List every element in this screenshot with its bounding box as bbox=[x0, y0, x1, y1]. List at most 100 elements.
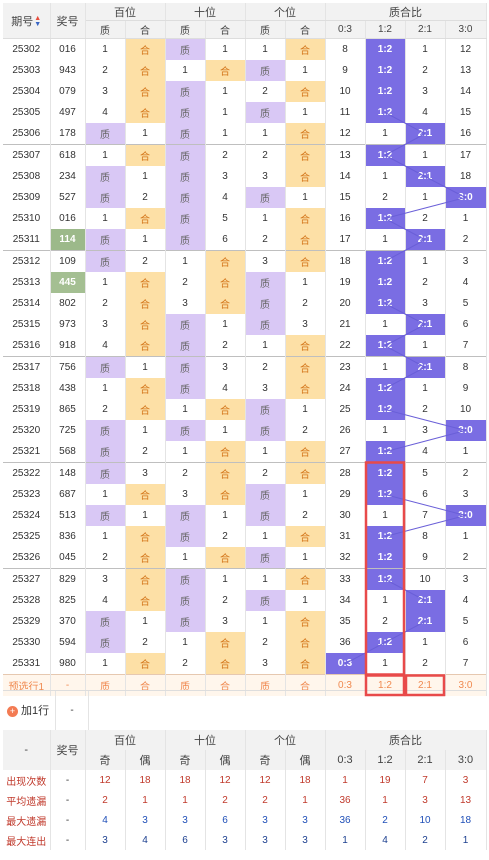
issue-header[interactable]: 期号 ▲ ▼ bbox=[3, 3, 51, 39]
ratio-0-3-header: 0:3 bbox=[325, 20, 366, 39]
ratio-1-2-cell: 1 bbox=[365, 314, 406, 335]
hundreds-he-cell: 合 bbox=[125, 60, 166, 81]
ratio-2-1-cell: 2:1 bbox=[405, 314, 446, 335]
issue-cell: 25307 bbox=[3, 144, 51, 166]
ratio-header: 质合比 bbox=[325, 3, 487, 21]
tens-zhi-cell: 质 bbox=[165, 356, 206, 378]
plus-circle-icon[interactable]: + bbox=[7, 705, 18, 717]
ratio-3-0-cell: 15 bbox=[445, 102, 487, 123]
stats-ratio-3-0-header: 3:0 bbox=[445, 750, 487, 770]
issue-cell: 25310 bbox=[3, 208, 51, 229]
hundreds-zhi-cell: 质 bbox=[85, 166, 126, 187]
ratio-1-2-cell: 1:2 bbox=[365, 568, 406, 590]
units-zhi-cell: 质 bbox=[245, 60, 286, 81]
hundreds-he-cell: 合 bbox=[125, 144, 166, 166]
units-he-cell: 合 bbox=[285, 229, 326, 251]
issue-cell: 25327 bbox=[3, 568, 51, 590]
ratio-2-1-cell: 9 bbox=[405, 547, 446, 569]
tens-he-cell: 1 bbox=[205, 314, 246, 335]
tens-he-cell: 5 bbox=[205, 208, 246, 229]
stats-ratio-2-1-header: 2:1 bbox=[405, 750, 446, 770]
units-zhi-cell: 质 bbox=[245, 420, 286, 441]
stats-value-cell: 3 bbox=[165, 810, 206, 830]
stats-odd-header: 奇 bbox=[245, 750, 286, 770]
prize-cell: 836 bbox=[50, 526, 86, 547]
units-zhi-cell: 质 bbox=[245, 102, 286, 123]
hundreds-zhi-cell: 3 bbox=[85, 568, 126, 590]
hundreds-he-cell: 1 bbox=[125, 229, 166, 251]
stats-prize-cell: - bbox=[50, 790, 86, 810]
tens-he-cell: 合 bbox=[205, 547, 246, 569]
hundreds-he-cell: 1 bbox=[125, 123, 166, 145]
issue-header-label: 期号 bbox=[11, 15, 34, 28]
tens-zhi-cell: 3 bbox=[165, 293, 206, 314]
hundreds-zhi-cell: 2 bbox=[85, 60, 126, 81]
tens-he-cell: 2 bbox=[205, 335, 246, 357]
tens-he-cell: 2 bbox=[205, 526, 246, 547]
units-zhi-cell: 3 bbox=[245, 250, 286, 272]
hundreds-he-cell: 合 bbox=[125, 568, 166, 590]
hundreds-he-cell: 2 bbox=[125, 441, 166, 463]
tens-zhi-cell: 1 bbox=[165, 632, 206, 653]
issue-cell: 25319 bbox=[3, 399, 51, 420]
prize-cell: 148 bbox=[50, 462, 86, 484]
tens-he-header: 合 bbox=[205, 20, 246, 39]
tens-he-cell: 合 bbox=[205, 632, 246, 653]
stats-value-cell: 4 bbox=[365, 830, 406, 850]
ratio-0-3-cell: 14 bbox=[325, 166, 366, 187]
hundreds-header: 百位 bbox=[85, 3, 166, 21]
hundreds-zhi-cell: 质 bbox=[85, 356, 126, 378]
hundreds-he-cell: 2 bbox=[125, 632, 166, 653]
ratio-1-2-cell: 1:2 bbox=[365, 81, 406, 102]
add-row-bar: + 加1行 - bbox=[3, 690, 486, 732]
prize-cell: 045 bbox=[50, 547, 86, 569]
tens-he-cell: 1 bbox=[205, 420, 246, 441]
tens-he-cell: 1 bbox=[205, 102, 246, 123]
stats-value-cell: 18 bbox=[445, 810, 487, 830]
units-zhi-cell: 1 bbox=[245, 441, 286, 463]
ratio-1-2-cell: 1 bbox=[365, 653, 406, 675]
hundreds-he-cell: 合 bbox=[125, 293, 166, 314]
stats-value-cell: 1 bbox=[165, 790, 206, 810]
stats-value-cell: 2 bbox=[205, 790, 246, 810]
table-row: 25306 178 质 1 质 1 1 合 12 1 2:1 16 bbox=[3, 123, 487, 145]
tens-he-cell: 6 bbox=[205, 229, 246, 251]
ratio-2-1-cell: 2:1 bbox=[405, 356, 446, 378]
stats-row: 出现次数 -12 18 18 12 12 18 1 19 7 3 bbox=[3, 770, 487, 790]
table-row: 25329 370 质 1 质 3 1 合 35 2 2:1 5 bbox=[3, 611, 487, 632]
ratio-3-0-cell: 5 bbox=[445, 611, 487, 632]
units-he-cell: 2 bbox=[285, 505, 326, 526]
sort-arrows-icon[interactable]: ▲ ▼ bbox=[34, 14, 42, 28]
table-row: 25328 825 4 合质 2 质 1 34 1 2:1 4 bbox=[3, 590, 487, 611]
units-he-cell: 1 bbox=[285, 547, 326, 569]
tens-zhi-cell: 质 bbox=[165, 102, 206, 123]
issue-cell: 25316 bbox=[3, 335, 51, 357]
units-he-cell: 1 bbox=[285, 484, 326, 505]
table-row: 25324 513 质 1 质 1 质 2 30 1 7 3:0 bbox=[3, 505, 487, 526]
issue-cell: 25324 bbox=[3, 505, 51, 526]
prize-cell: 016 bbox=[50, 38, 86, 60]
ratio-0-3-cell: 22 bbox=[325, 335, 366, 357]
issue-cell: 25328 bbox=[3, 590, 51, 611]
tens-zhi-cell: 1 bbox=[165, 60, 206, 81]
hundreds-zhi-cell: 2 bbox=[85, 547, 126, 569]
stats-value-cell: 2 bbox=[405, 830, 446, 850]
units-he-cell: 合 bbox=[285, 250, 326, 272]
prize-cell: 865 bbox=[50, 399, 86, 420]
units-zhi-cell: 质 bbox=[245, 484, 286, 505]
stats-value-cell: 1 bbox=[325, 830, 366, 850]
tens-he-cell: 2 bbox=[205, 590, 246, 611]
add-row-button[interactable]: + 加1行 bbox=[3, 691, 56, 731]
tens-he-cell: 1 bbox=[205, 123, 246, 145]
tens-zhi-cell: 质 bbox=[165, 420, 206, 441]
tens-zhi-cell: 2 bbox=[165, 653, 206, 675]
prize-header: 奖号 bbox=[50, 3, 86, 39]
table-row: 25327 829 3 合质 1 1 合 33 1:2 10 3 bbox=[3, 568, 487, 590]
hundreds-zhi-cell: 4 bbox=[85, 102, 126, 123]
stats-odd-header: 奇 bbox=[85, 750, 126, 770]
add-row-value: - bbox=[56, 691, 89, 731]
hundreds-he-cell: 1 bbox=[125, 356, 166, 378]
ratio-0-3-cell: 0:3 bbox=[325, 653, 366, 675]
issue-cell: 25321 bbox=[3, 441, 51, 463]
tens-zhi-cell: 质 bbox=[165, 38, 206, 60]
